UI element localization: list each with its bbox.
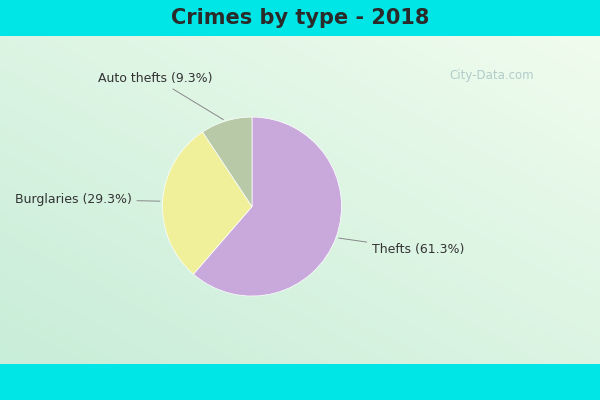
Text: Thefts (61.3%): Thefts (61.3%): [338, 238, 464, 256]
Wedge shape: [203, 117, 252, 206]
Wedge shape: [193, 117, 341, 296]
Wedge shape: [163, 132, 252, 274]
Text: City-Data.com: City-Data.com: [449, 70, 535, 82]
Text: Burglaries (29.3%): Burglaries (29.3%): [14, 193, 160, 206]
Text: Auto thefts (9.3%): Auto thefts (9.3%): [98, 72, 223, 120]
Text: Crimes by type - 2018: Crimes by type - 2018: [171, 8, 429, 28]
